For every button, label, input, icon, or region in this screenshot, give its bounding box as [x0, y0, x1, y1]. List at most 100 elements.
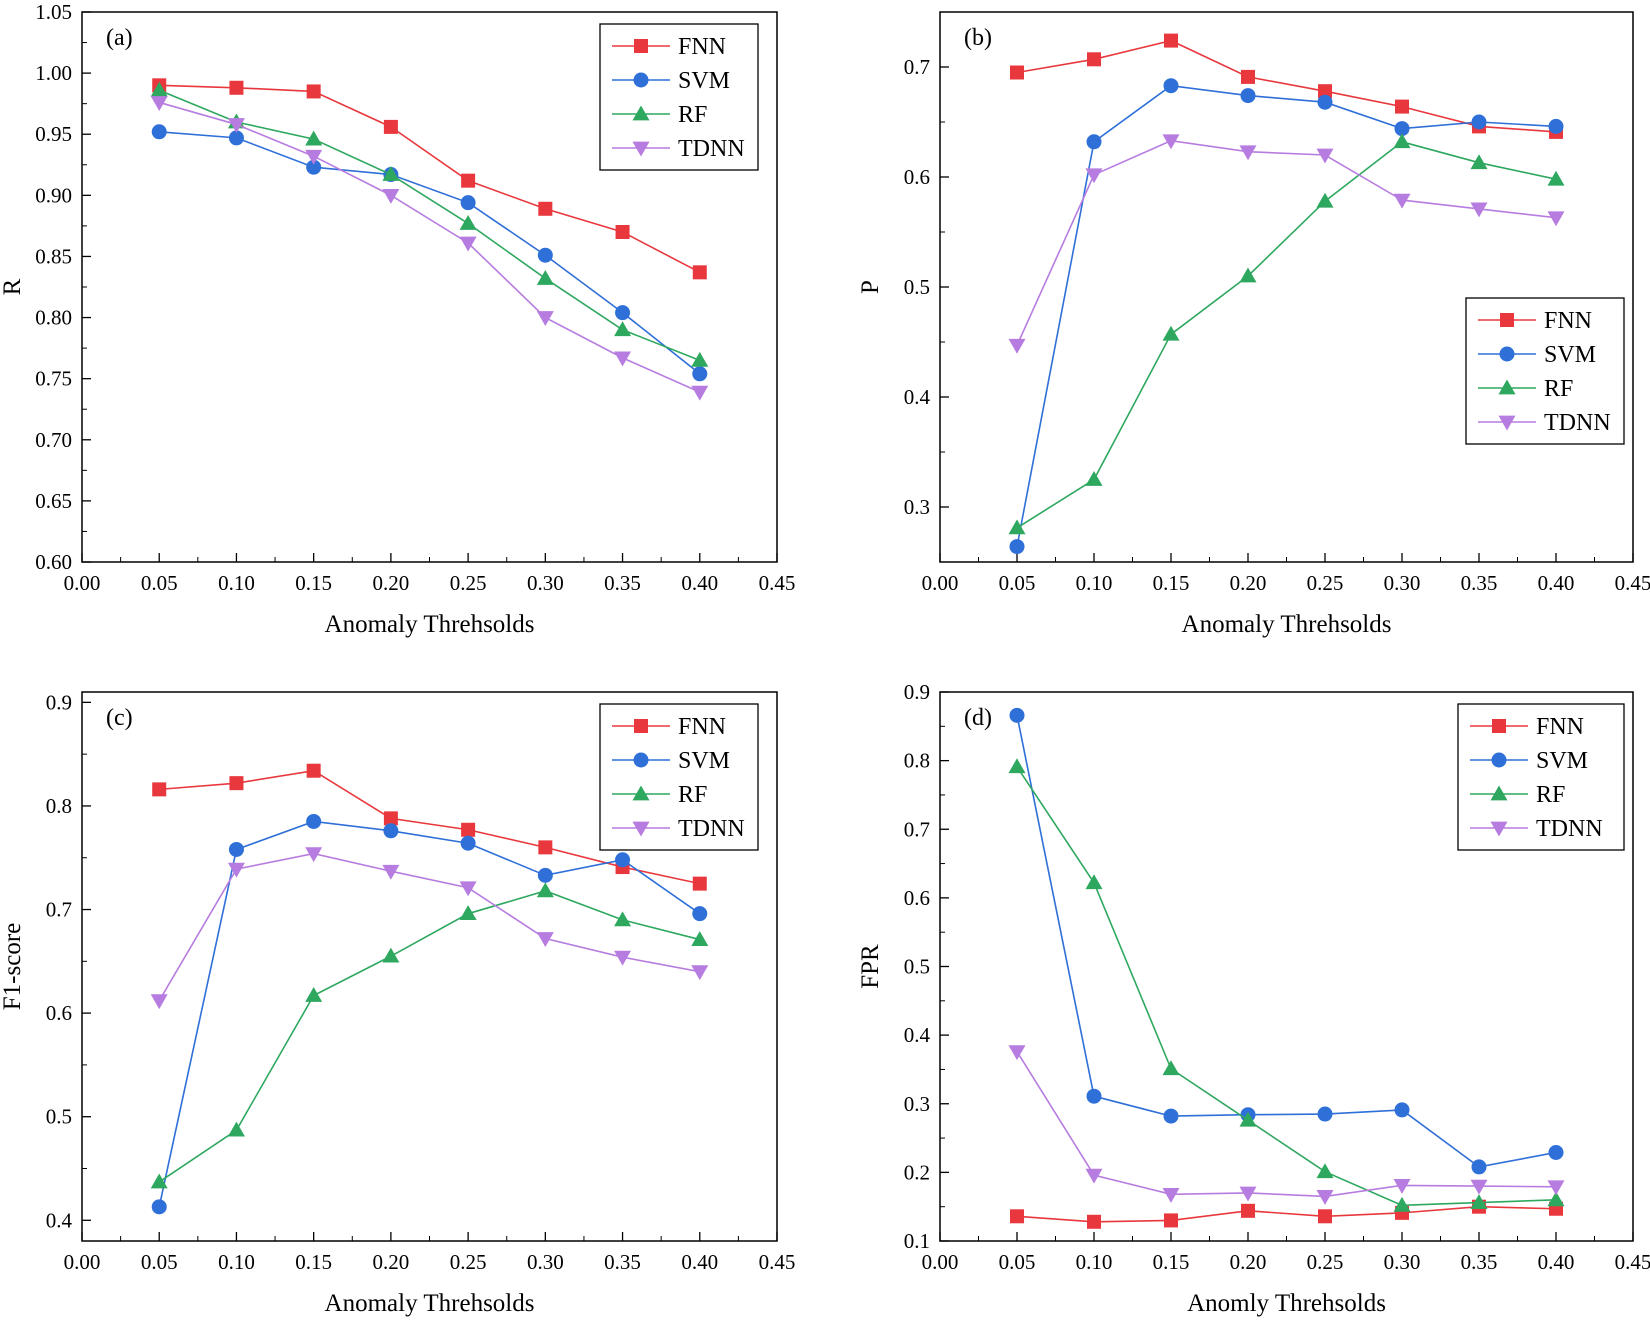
series-line-tdnn: [158, 852, 700, 1002]
data-point-svm: [537, 247, 553, 263]
data-point-tdnn: [459, 881, 477, 897]
data-point-rf: [1316, 1163, 1334, 1179]
legend-marker-fnn: [1492, 719, 1506, 733]
x-tick-label: 0.25: [1307, 1250, 1344, 1274]
x-axis-title: Anomaly Threhsolds: [1182, 611, 1392, 638]
x-tick-label: 0.30: [527, 571, 564, 595]
data-point-svm: [1548, 1144, 1564, 1160]
data-point-rf: [536, 882, 554, 898]
x-tick-label: 0.30: [1384, 1250, 1421, 1274]
data-point-rf: [1085, 471, 1103, 486]
data-point-rf: [1547, 170, 1565, 186]
data-point-tdnn: [1239, 1186, 1257, 1202]
data-point-tdnn: [1239, 145, 1257, 161]
data-point-rf: [459, 214, 477, 230]
data-point-tdnn: [1547, 211, 1565, 227]
data-point-rf: [1162, 1060, 1180, 1076]
data-point-tdnn: [536, 311, 554, 327]
data-point-svm: [1394, 121, 1410, 137]
legend-marker-svm: [1499, 346, 1515, 362]
x-axis-title: Anomaly Threhsolds: [325, 1290, 535, 1317]
legend-label-svm: SVM: [678, 68, 730, 94]
data-point-tdnn: [614, 351, 632, 367]
data-point-rf: [1316, 192, 1334, 208]
data-point-rf: [305, 987, 323, 1002]
data-point-fnn: [383, 811, 398, 826]
panel-tag: (d): [964, 705, 992, 731]
x-tick-label: 0.20: [1230, 571, 1267, 595]
legend-label-svm: SVM: [1544, 342, 1596, 368]
data-point-tdnn: [305, 149, 323, 165]
x-tick-label: 0.00: [922, 1250, 959, 1274]
data-point-tdnn: [1085, 1168, 1103, 1184]
data-point-tdnn: [1085, 168, 1103, 184]
panel-tag: (c): [106, 705, 133, 731]
legend-label-tdnn: TDNN: [1536, 816, 1603, 842]
data-point-fnn: [1010, 65, 1024, 80]
data-point-fnn: [538, 201, 553, 216]
legend-box: [599, 703, 759, 851]
legend-label-fnn: FNN: [1536, 714, 1584, 740]
data-point-tdnn: [691, 965, 709, 981]
x-tick-label: 0.35: [1461, 1250, 1498, 1274]
data-point-fnn: [692, 876, 707, 891]
y-tick-label: 0.5: [46, 1105, 72, 1129]
data-point-svm: [306, 159, 322, 175]
data-point-svm: [228, 130, 244, 146]
data-point-fnn: [1164, 33, 1178, 48]
data-point-fnn: [461, 173, 476, 188]
legend-marker-tdnn: [632, 821, 650, 837]
series-line-fnn: [159, 84, 701, 274]
legend-marker-fnn: [634, 719, 648, 733]
legend-marker-tdnn: [1490, 821, 1508, 837]
data-point-rf: [691, 931, 709, 946]
y-tick-label: 1.05: [35, 0, 72, 24]
data-point-rf: [1393, 1196, 1411, 1212]
x-tick-label: 0.15: [1153, 571, 1190, 595]
series-line-svm: [1016, 84, 1557, 547]
legend: FNN SVM RF TDNN: [1457, 703, 1625, 851]
data-point-fnn: [1395, 99, 1409, 114]
data-point-fnn: [1241, 1203, 1255, 1218]
x-tick-label: 0.00: [64, 571, 101, 595]
data-point-rf: [614, 321, 632, 337]
y-tick-label: 0.5: [904, 955, 930, 979]
data-point-svm: [1548, 118, 1564, 134]
x-tick-label: 0.45: [759, 1250, 796, 1274]
y-tick-label: 0.1: [904, 1229, 930, 1253]
data-point-fnn: [229, 776, 244, 791]
x-tick-label: 0.10: [218, 571, 255, 595]
legend-marker-rf: [632, 785, 650, 801]
x-tick-label: 0.25: [450, 1250, 487, 1274]
y-tick-label: 0.6: [904, 886, 930, 910]
y-tick-label: 0.3: [904, 495, 930, 519]
x-tick-label: 0.20: [1230, 1250, 1267, 1274]
data-point-rf: [1393, 133, 1411, 149]
x-tick-label: 0.05: [999, 1250, 1036, 1274]
data-point-svm: [1471, 1159, 1487, 1175]
y-axis-title: FPR: [857, 944, 884, 989]
x-tick-label: 0.40: [681, 1250, 718, 1274]
y-axis-title: P: [857, 280, 884, 294]
legend-label-svm: SVM: [1536, 748, 1588, 774]
data-point-svm: [1009, 539, 1025, 555]
data-point-rf: [150, 1173, 168, 1189]
y-tick-label: 0.7: [904, 817, 930, 841]
data-point-rf: [1085, 874, 1103, 890]
legend-marker-fnn: [634, 39, 648, 53]
data-point-svm: [460, 835, 476, 851]
data-point-tdnn: [227, 118, 245, 133]
legend-marker-svm: [633, 752, 649, 768]
data-point-fnn: [615, 225, 630, 239]
data-point-fnn: [1241, 69, 1255, 84]
y-tick-label: 1.00: [35, 61, 72, 85]
data-point-tdnn: [227, 862, 245, 878]
data-point-tdnn: [382, 188, 400, 204]
data-point-tdnn: [1162, 134, 1180, 150]
series-line-rf: [1016, 766, 1557, 1207]
data-point-svm: [1009, 707, 1025, 723]
data-point-tdnn: [536, 932, 554, 948]
legend-label-fnn: FNN: [678, 714, 726, 740]
data-point-svm: [692, 366, 708, 382]
